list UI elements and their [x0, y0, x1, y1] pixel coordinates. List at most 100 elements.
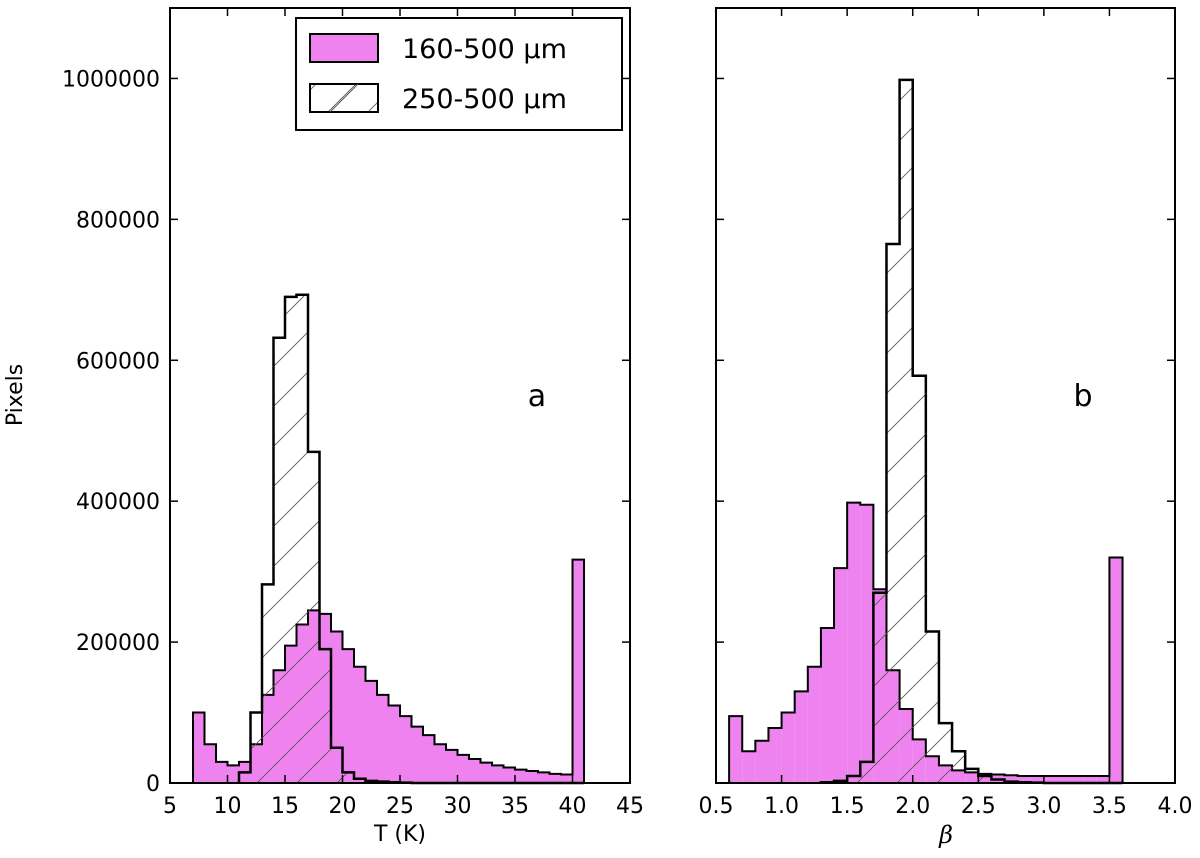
ytick-label: 1000000 [62, 67, 160, 92]
panel-b-filled-bar [1043, 775, 1057, 783]
panel-a-filled-bar [446, 749, 458, 783]
panel-b-hatched-bar [886, 244, 900, 784]
ytick-label: 200000 [76, 631, 160, 656]
panel-b-filled-bar [1004, 775, 1018, 783]
legend-swatch-filled [309, 33, 379, 63]
panel-a-filled-bar [561, 774, 573, 783]
panel-a-xtick-label: 10 [214, 794, 242, 819]
panel-a-xtick-label: 40 [559, 794, 587, 819]
legend-swatch-hatch-line [329, 83, 359, 113]
panel-b-hatched-bar [912, 375, 926, 783]
ytick-label: 400000 [76, 490, 160, 515]
panel-a-hatched-bar [319, 649, 331, 783]
legend: 160-500 μm 250-500 μm [295, 17, 623, 131]
panel-b-filled-bar [1030, 775, 1044, 783]
panel-b-filled-bar [860, 504, 874, 783]
panel-a-hatched-bar [342, 772, 354, 783]
panel-a-xtick-label: 25 [386, 794, 414, 819]
ytick-label: 0 [146, 772, 160, 797]
panel-a-xtick-label: 30 [444, 794, 472, 819]
panel-b-hatched-bar [965, 768, 979, 783]
panel-b-hatched-bar [978, 775, 992, 783]
panel-a-bars [192, 293, 585, 785]
panel-a-filled-bar [434, 744, 446, 783]
panel-a-xtick-label: 15 [271, 794, 299, 819]
panel-a-filled-bar [469, 759, 481, 783]
panel-b-xtick-label: 3.0 [1026, 794, 1061, 819]
ytick-label: 600000 [76, 349, 160, 374]
panel-a-hatched-bar [296, 294, 308, 783]
panel-a-xtick-label: 5 [163, 794, 177, 819]
panel-b-filled-bar [768, 728, 782, 783]
panel-b-hatched-bar [847, 775, 861, 783]
panel-b-frame [715, 7, 1176, 784]
panel-b-hatched-bar [991, 779, 1005, 783]
panel-b-bars [728, 78, 1124, 785]
panel-b-filled-bar [1096, 775, 1110, 783]
panel-b: 0.5 1.0 1.5 2.0 2.5 3.0 3.5 4.0 b β [699, 7, 1193, 849]
panel-a-hatched-bar [285, 296, 297, 783]
panel-a-filled-bar [365, 680, 377, 783]
panel-a-xtick-label: 45 [616, 794, 644, 819]
panel-b-filled-bar [1056, 775, 1071, 783]
panel-a-hatched-bar [262, 584, 274, 783]
panel-b-filled-bar [847, 502, 861, 783]
panel-a-hatched-bar [273, 337, 285, 783]
panel-a-hatched-bar [354, 778, 366, 783]
panel-b-filled-bar [742, 751, 756, 783]
panel-a-filled-bar [549, 773, 561, 783]
panel-b-hatched-bar [873, 592, 887, 783]
panel-a-xtick-label: 35 [501, 794, 529, 819]
panel-a-filled-bar [400, 716, 412, 783]
panel-a-filled-bar [331, 631, 343, 783]
panel-b-xtick-label: 1.0 [764, 794, 799, 819]
panel-b-xtick-label: 1.5 [830, 794, 865, 819]
panel-b-filled-bar [755, 740, 769, 783]
panel-b-xtick-label: 4.0 [1158, 794, 1193, 819]
panel-b-filled-bar [1070, 775, 1084, 783]
panel-a-filled-bar [193, 712, 205, 783]
panel-a-filled-bar [480, 762, 492, 783]
panel-a-hatched-bar [308, 451, 320, 783]
y-axis-label: Pixels [3, 364, 28, 426]
panel-b-xlabel: β [938, 821, 953, 849]
panel-a-xlabel: T (K) [373, 822, 426, 847]
panel-a-filled-bar [457, 754, 469, 783]
panel-b-hatched-bar [925, 631, 939, 783]
panel-b-filled-bar [834, 568, 848, 783]
panel-b-hatched-bar [899, 79, 913, 783]
panel-b-filled-bar [820, 628, 835, 783]
panel-b-xtick-label: 3.5 [1092, 794, 1127, 819]
panel-b-hatched-bar [938, 723, 953, 783]
panel-b-xtick-label: 2.0 [895, 794, 930, 819]
panel-a-filled-bar [411, 726, 423, 783]
legend-label-160-500: 160-500 μm [402, 34, 567, 65]
panel-a-filled-bar [354, 666, 366, 783]
panel-a-filled-bar [515, 769, 527, 783]
panel-b-filled-bar [794, 691, 808, 783]
panel-a-filled-bar [492, 765, 504, 783]
panel-a-filled-bar [526, 771, 538, 783]
panel-b-filled-bar [781, 712, 795, 783]
panel-a-ticks: 5 10 15 20 25 30 35 40 45 0 200000 400000 600000 8000… [62, 8, 644, 819]
panel-a-filled-bar [423, 735, 435, 783]
panel-a-filled-bar [227, 765, 239, 783]
panel-b-letter: b [1073, 379, 1092, 414]
panel-b-filled-bar [807, 666, 821, 783]
panel-a-filled-bar [216, 761, 228, 783]
panel-b-xtick-label: 2.5 [961, 794, 996, 819]
panel-b-filled-bar [729, 716, 743, 783]
panel-a-filled-bar [538, 772, 550, 783]
panel-b-hatched-bar [952, 751, 966, 783]
panel-a-filled-bar [388, 705, 400, 783]
panel-a: 5 10 15 20 25 30 35 40 45 0 200000 400000 600000 8000… [3, 7, 644, 847]
panel-b-filled-bar [1083, 775, 1097, 783]
panel-a-filled-bar [377, 694, 389, 783]
legend-label-250-500: 250-500 μm [402, 84, 567, 115]
panel-b-filled-bar [1109, 557, 1123, 783]
panel-a-letter: a [528, 379, 546, 414]
panel-b-hatched-bar [860, 761, 874, 783]
panel-a-filled-bar [342, 649, 354, 783]
panel-a-xtick-label: 20 [329, 794, 357, 819]
